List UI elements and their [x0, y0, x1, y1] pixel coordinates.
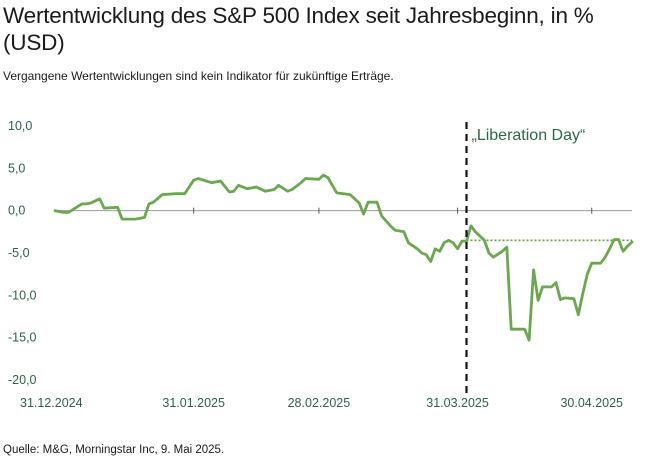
y-tick-label: 5,0 [8, 161, 25, 175]
y-tick-label: 10,0 [8, 119, 32, 133]
y-tick-label: 0,0 [8, 204, 25, 218]
x-tick-label: 31.01.2025 [162, 396, 225, 410]
x-axis-ticks: 31.12.2024 31.01.2025 28.02.2025 31.03.2025… [20, 396, 623, 410]
series-line [53, 173, 634, 342]
y-tick-label: -20,0 [8, 373, 37, 387]
x-tick-label: 28.02.2025 [288, 396, 351, 410]
y-tick-label: -15,0 [8, 331, 37, 345]
y-axis-ticks: 10,0 5,0 0,0 -5,0 -10,0 -15,0 -20,0 [8, 119, 37, 387]
y-tick-label: -10,0 [8, 288, 37, 302]
x-tick-label: 31.12.2024 [20, 396, 83, 410]
y-tick-label: -5,0 [8, 246, 30, 260]
x-tick-label: 31.03.2025 [426, 396, 489, 410]
chart-subtitle: Vergangene Wertentwicklungen sind kein I… [3, 69, 394, 83]
x-tick-label: 30.04.2025 [560, 396, 623, 410]
chart-title: Wertentwicklung des S&P 500 Index seit J… [3, 3, 594, 55]
zero-axis-tick-marks [193, 207, 593, 214]
source-note: Quelle: M&G, Morningstar Inc, 9. Mai 202… [3, 444, 225, 456]
event-annotation: „Liberation Day“ [472, 127, 586, 144]
